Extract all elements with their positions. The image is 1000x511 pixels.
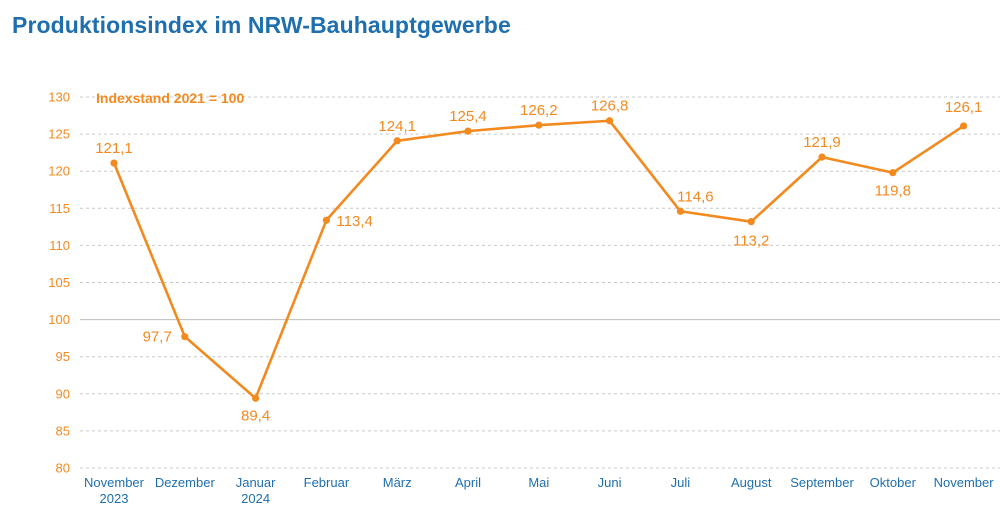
data-point	[322, 216, 330, 224]
y-tick-label: 90	[56, 386, 70, 401]
data-label: 89,4	[241, 407, 270, 424]
grid-layer	[80, 96, 1000, 469]
x-tick-label: Juli	[671, 475, 691, 490]
y-tick-label: 100	[48, 312, 70, 327]
x-tick-label: November 2023	[84, 475, 145, 506]
x-tick-label-line: Februar	[304, 475, 350, 490]
x-tick-label-line: November	[84, 475, 145, 490]
data-label: 113,4	[336, 213, 372, 230]
x-tick-label: Dezember	[155, 475, 216, 490]
chart-title: Produktionsindex im NRW-Bauhauptgewerbe	[12, 12, 511, 38]
x-tick-label-line: Juni	[598, 475, 622, 490]
x-tick-label-line: September	[790, 475, 854, 490]
data-point	[535, 121, 543, 129]
x-tick-label-line: Dezember	[155, 475, 216, 490]
x-tick-label: September	[790, 475, 854, 490]
index-base-annotation: Indexstand 2021 = 100	[96, 90, 244, 106]
data-label: 114,6	[677, 188, 713, 205]
data-point	[252, 394, 260, 402]
x-tick-label: August	[731, 475, 772, 490]
y-tick-label: 80	[56, 461, 70, 476]
data-point	[960, 122, 968, 130]
data-point	[181, 333, 189, 341]
y-tick-label: 105	[48, 275, 70, 290]
x-tick-label: Januar 2024	[236, 475, 276, 506]
x-tick-label: Juni	[598, 475, 622, 490]
y-tick-label: 95	[56, 349, 70, 364]
data-label: 126,8	[591, 98, 629, 115]
y-tick-label: 85	[56, 423, 70, 438]
x-tick-label-line: Januar	[236, 475, 276, 490]
data-point	[818, 153, 826, 161]
data-point	[889, 169, 897, 177]
y-tick-label: 110	[49, 238, 70, 253]
x-tick-label: Februar	[304, 475, 350, 490]
data-point	[110, 159, 118, 167]
data-labels: 121,1 97,7 89,4 113,4 124,1 125,4 126,2 126,8 11…	[95, 98, 982, 425]
x-tick-label-line: August	[731, 475, 772, 490]
data-point	[747, 218, 755, 226]
data-label: 126,1	[945, 99, 983, 116]
y-tick-label: 115	[49, 201, 70, 216]
x-tick-label-line: November	[934, 475, 995, 490]
data-point	[464, 127, 472, 135]
data-point	[393, 137, 401, 145]
y-tick-label: 125	[48, 127, 70, 142]
y-tick-label: 130	[48, 90, 70, 105]
data-label: 113,2	[733, 233, 769, 250]
data-label: 121,1	[95, 140, 133, 157]
x-tick-label: April	[455, 475, 481, 490]
data-label: 121,9	[803, 134, 841, 151]
data-label: 125,4	[449, 108, 487, 125]
x-tick-label: März	[383, 475, 412, 490]
x-tick-label-line: März	[383, 475, 412, 490]
y-tick-label: 120	[48, 164, 70, 179]
x-tick-label-line: Oktober	[870, 475, 917, 490]
data-label: 97,7	[143, 329, 172, 346]
x-tick-label-line: Mai	[528, 475, 549, 490]
x-tick-label: Mai	[528, 475, 549, 490]
data-label: 124,1	[378, 118, 416, 135]
x-tick-label-line: 2023	[100, 491, 129, 506]
data-label: 126,2	[520, 102, 558, 119]
data-point	[676, 207, 685, 215]
x-tick-label-line: April	[455, 475, 481, 490]
data-point	[606, 117, 614, 125]
x-tick-label-line: 2024	[241, 491, 270, 506]
y-axis-ticks: 80 85 90 95 100 105 110 115 120 125 130	[48, 90, 70, 476]
x-tick-label: Oktober	[870, 475, 917, 490]
data-label: 119,8	[875, 183, 911, 200]
x-tick-label: November	[934, 475, 995, 490]
x-tick-label-line: Juli	[671, 475, 691, 490]
series-layer	[110, 117, 968, 402]
